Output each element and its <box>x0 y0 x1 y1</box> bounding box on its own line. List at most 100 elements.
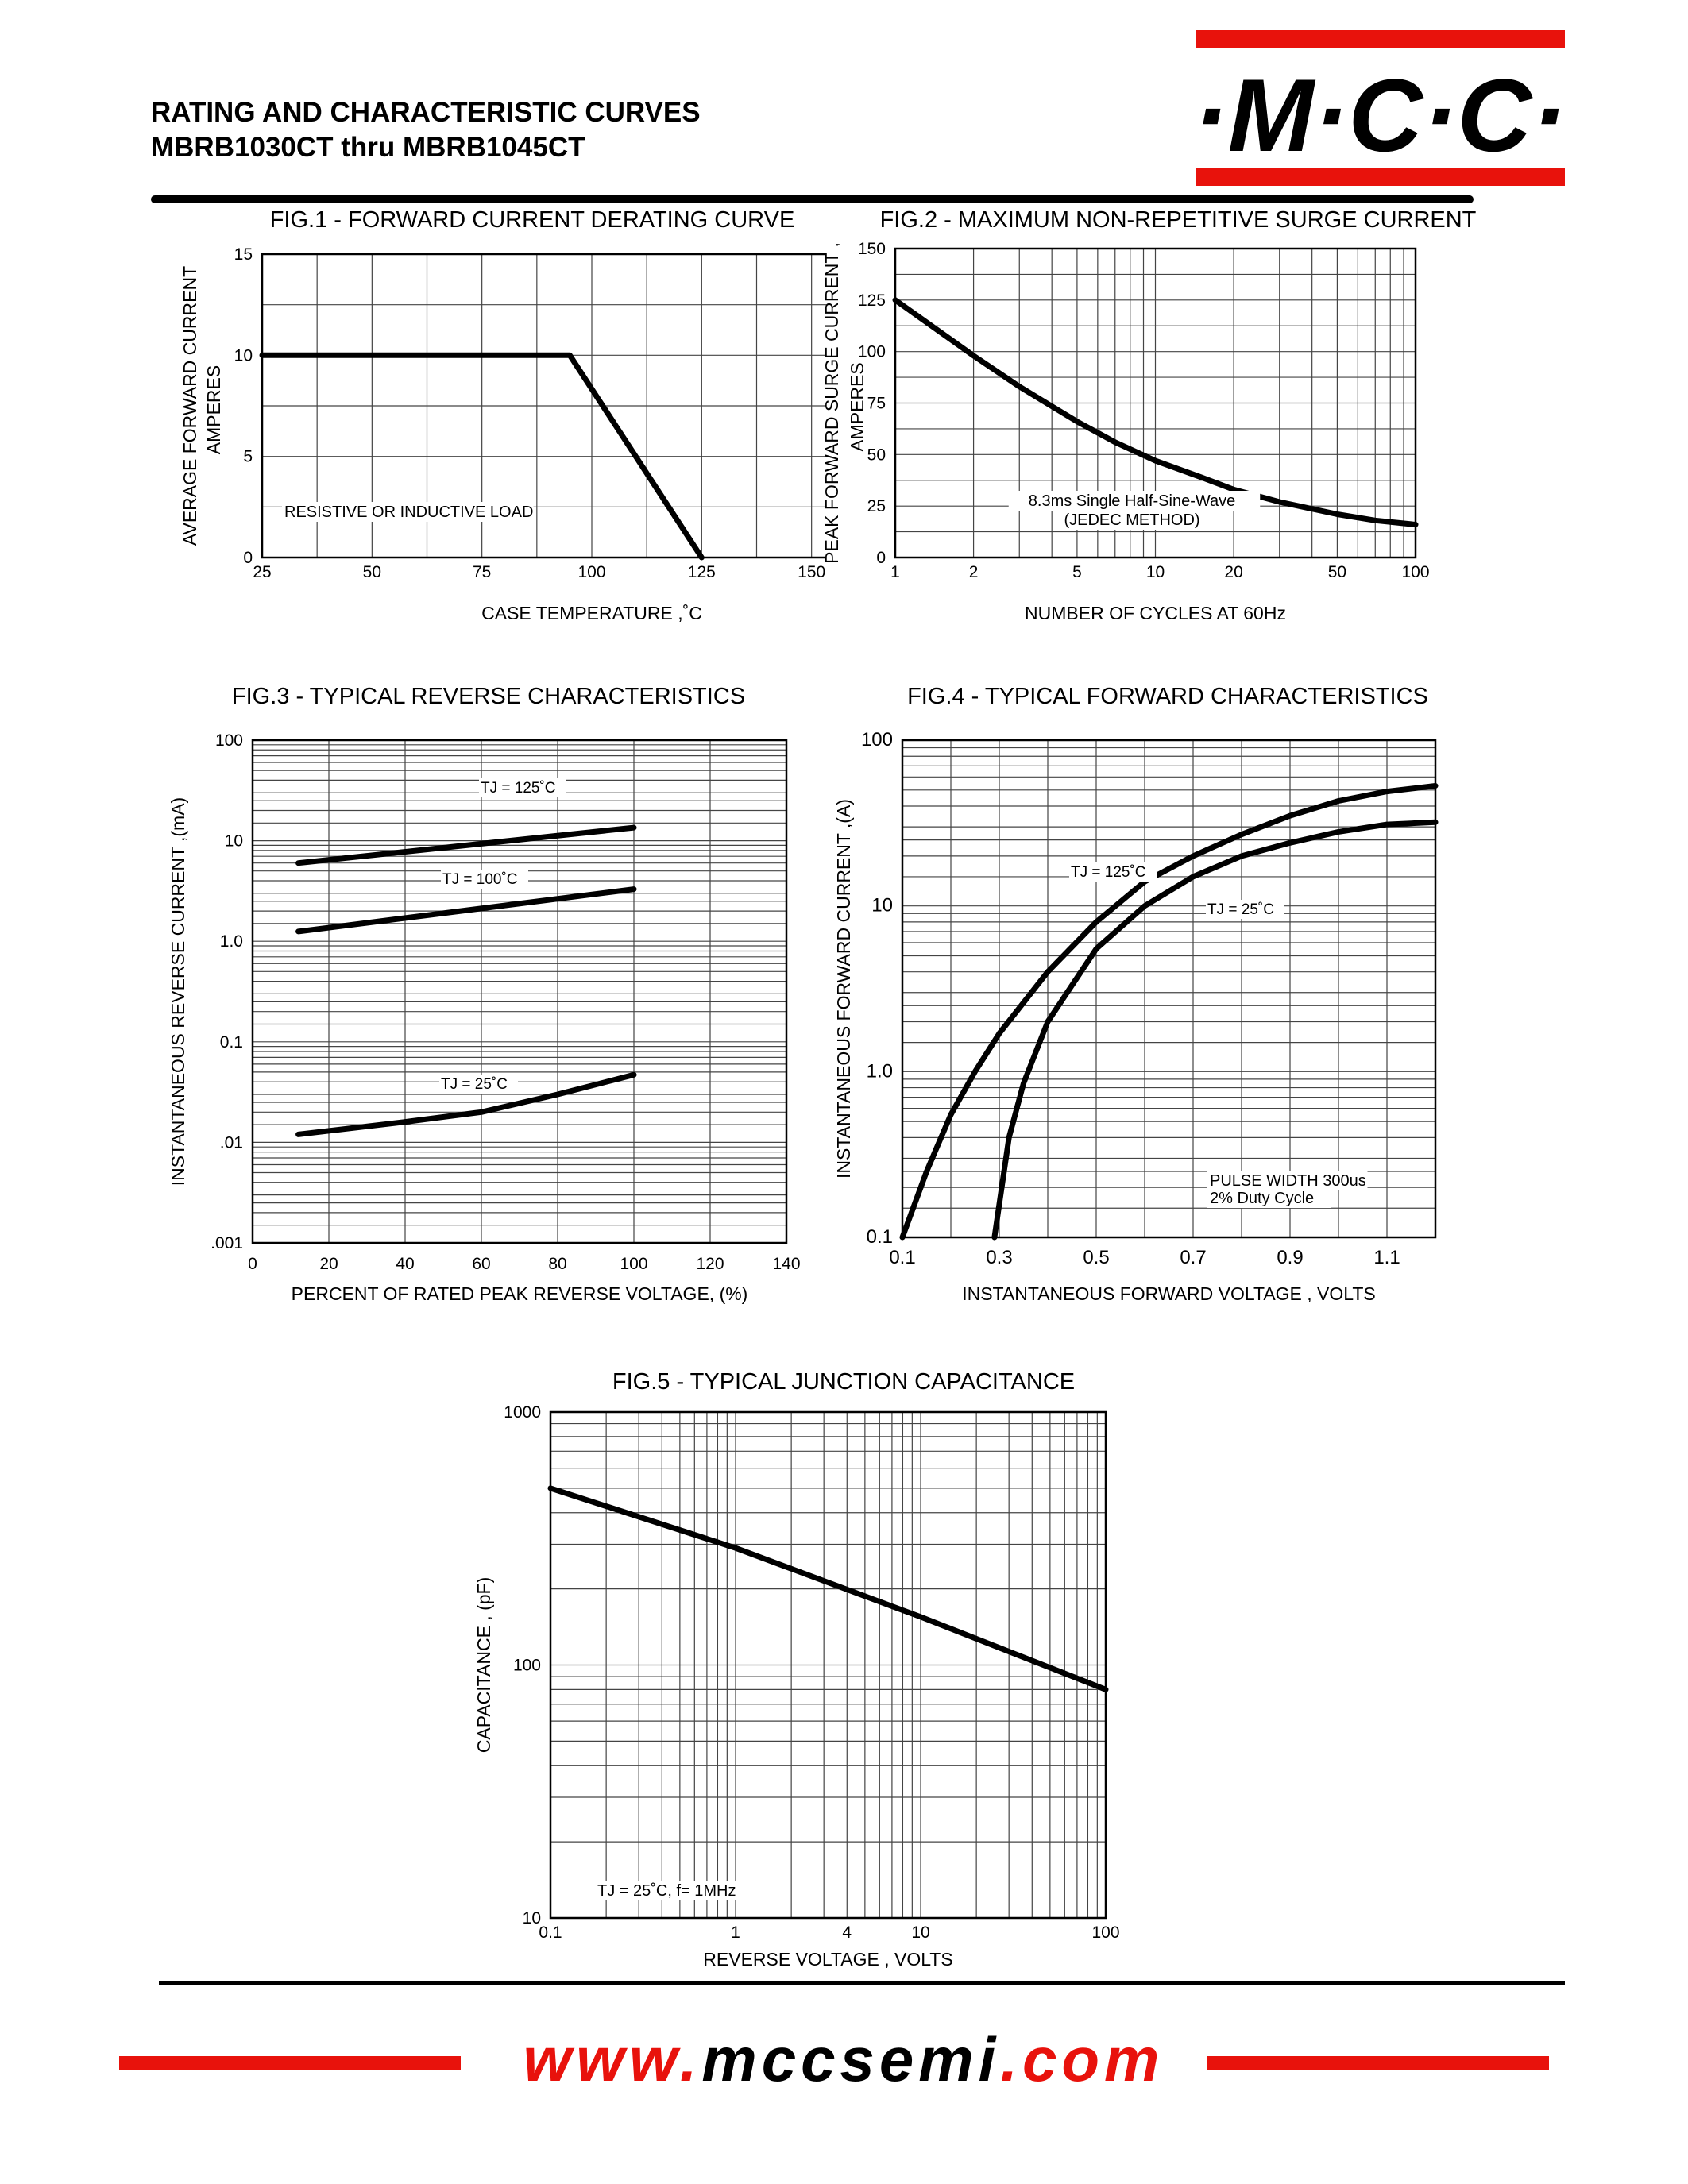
series-label-bg <box>479 778 566 797</box>
x-tick-label: 5 <box>1072 563 1082 581</box>
grid <box>252 739 787 1244</box>
annotation-bg <box>595 1881 764 1900</box>
series-label: TJ = 25˚C <box>1207 901 1274 918</box>
plot-frame <box>261 253 826 559</box>
annotation: 8.3ms Single Half-Sine-Wave <box>1029 492 1235 510</box>
y-axis-label: CAPACITANCE , (pF) <box>473 1577 494 1754</box>
y-tick-label: 5 <box>243 448 253 466</box>
x-axis-label: INSTANTANEOUS FORWARD VOLTAGE , VOLTS <box>962 1283 1376 1304</box>
x-tick-label: 125 <box>688 563 716 581</box>
series-line-2 <box>295 1071 637 1137</box>
x-tick-label: 25 <box>253 563 271 581</box>
chart-title: FIG.3 - TYPICAL REVERSE CHARACTERISTICS <box>232 684 745 709</box>
y-tick-label: 1.0 <box>867 1060 893 1082</box>
svg-text:www.mccsemi.com: www.mccsemi.com <box>523 2024 1165 2094</box>
grid <box>550 1412 1106 1919</box>
series-line-1 <box>991 819 1439 1241</box>
x-tick-label: 100 <box>1091 1924 1119 1942</box>
annotation-bg <box>1207 1171 1368 1190</box>
y-tick-label: 150 <box>858 240 886 258</box>
y-axis-label: INSTANTANEOUS REVERSE CURRENT ,(mA) <box>168 797 188 1186</box>
plot-frame <box>901 739 1437 1239</box>
chart-fig2: FIG.2 - MAXIMUM NON-REPETITIVE SURGE CUR… <box>821 207 1477 623</box>
series-label: TJ = 125˚C <box>481 780 556 797</box>
series-label: TJ = 125˚C <box>1071 864 1146 881</box>
y-tick-label: 100 <box>858 343 886 361</box>
x-tick-label: 150 <box>798 563 825 581</box>
footer-left-bar <box>119 2056 461 2070</box>
x-tick-label: 0.1 <box>889 1247 915 1268</box>
y-tick-label: 100 <box>861 729 893 751</box>
footer-right-bar <box>1207 2056 1549 2070</box>
x-tick-label: 1 <box>731 1924 740 1942</box>
series-line-0 <box>899 783 1439 1241</box>
grid <box>902 739 1436 1238</box>
series-label: TJ = 25˚C <box>441 1076 508 1093</box>
x-tick-label: 10 <box>1146 563 1165 581</box>
x-tick-label: 2 <box>969 563 979 581</box>
annotation: TJ = 25˚C, f= 1MHz <box>597 1882 736 1900</box>
x-tick-label: 60 <box>472 1255 490 1273</box>
x-tick-label: 100 <box>620 1255 647 1273</box>
y-axis-label-line2: AMPERES <box>203 365 224 454</box>
chart-fig1: FIG.1 - FORWARD CURRENT DERATING CURVE 25… <box>180 207 826 623</box>
x-tick-label: 0.1 <box>539 1924 562 1942</box>
y-tick-label: 0 <box>243 549 253 567</box>
y-tick-label: 1.0 <box>220 932 243 951</box>
url-brand: mccsemi <box>701 2024 1000 2094</box>
y-tick-label: 25 <box>867 497 886 515</box>
annotation-bg <box>1008 491 1261 511</box>
y-tick-label: .01 <box>220 1133 243 1152</box>
x-tick-label: 10 <box>911 1924 929 1942</box>
title-line-2: MBRB1030CT thru MBRB1045CT <box>151 132 585 163</box>
x-tick-label: 0.5 <box>1083 1247 1109 1268</box>
url-suffix: .com <box>1000 2024 1164 2094</box>
header-rule <box>151 195 1474 203</box>
y-tick-label: 50 <box>867 446 886 464</box>
website-link[interactable]: www.mccsemi.com <box>477 2017 1211 2105</box>
plot-frame <box>549 1410 1107 1920</box>
series-label-bg <box>441 870 528 889</box>
plot-frame <box>894 247 1417 559</box>
chart-fig4: FIG.4 - TYPICAL FORWARD CHARACTERISTICS 0… <box>833 684 1439 1304</box>
x-tick-label: 100 <box>577 563 605 581</box>
annotation-bg <box>282 502 534 522</box>
series-line-0 <box>892 297 1419 527</box>
logo-bottom-bar <box>1196 168 1565 186</box>
series-line-0 <box>547 1485 1109 1692</box>
url-prefix: www. <box>523 2024 702 2094</box>
chart-title: FIG.1 - FORWARD CURRENT DERATING CURVE <box>270 207 795 233</box>
title-line-1: RATING AND CHARACTERISTIC CURVES <box>151 97 701 128</box>
y-axis-label: PEAK FORWARD SURGE CURRENT , <box>821 242 842 564</box>
y-tick-label: 75 <box>867 395 886 413</box>
annotation-bg <box>1068 510 1201 530</box>
series-line-1 <box>295 886 637 935</box>
x-tick-label: 20 <box>1224 563 1242 581</box>
y-tick-label: 0.1 <box>220 1033 243 1051</box>
y-tick-label: 100 <box>215 731 243 750</box>
x-axis-label: PERCENT OF RATED PEAK REVERSE VOLTAGE, (… <box>292 1283 748 1304</box>
logo-top-bar <box>1196 30 1565 48</box>
series-label-bg <box>439 1075 518 1094</box>
x-axis-label: NUMBER OF CYCLES AT 60Hz <box>1025 603 1286 623</box>
annotation: 2% Duty Cycle <box>1210 1190 1314 1207</box>
series-label-bg <box>1069 862 1157 882</box>
y-tick-label: 10 <box>234 346 253 365</box>
y-tick-label: 100 <box>513 1657 541 1675</box>
x-tick-label: 1 <box>890 563 900 581</box>
series-line-0 <box>259 352 705 561</box>
x-tick-label: 20 <box>319 1255 338 1273</box>
y-tick-label: 15 <box>234 245 253 264</box>
chart-fig3: FIG.3 - TYPICAL REVERSE CHARACTERISTICS 0… <box>168 684 801 1304</box>
x-tick-label: 140 <box>772 1255 800 1273</box>
logo-lettering: ·M·C·C· <box>1196 62 1565 173</box>
y-tick-label: 10 <box>523 1909 541 1927</box>
x-tick-label: 50 <box>363 563 381 581</box>
series-label-bg <box>1206 900 1284 919</box>
x-tick-label: 40 <box>396 1255 414 1273</box>
x-tick-label: 100 <box>1401 563 1429 581</box>
series-line-0 <box>295 824 637 866</box>
annotation: PULSE WIDTH 300us <box>1210 1172 1366 1190</box>
